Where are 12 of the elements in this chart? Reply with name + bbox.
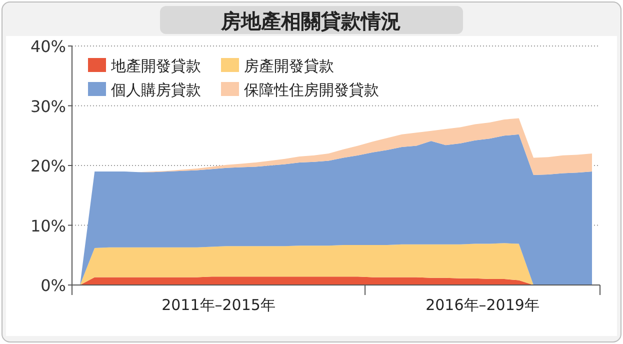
y-tick-label: 0% — [40, 276, 66, 295]
y-tick-label: 10% — [30, 216, 66, 236]
chart-title: 房地產相關貸款情況 — [220, 9, 401, 33]
text: 2011年–2015年 — [162, 296, 276, 314]
legend-label: 保障性住房開發貸款 — [244, 81, 379, 99]
y-tick-label: 40% — [30, 37, 66, 56]
legend-label: 個人購房貸款 — [111, 81, 201, 99]
text: 2016年–2019年 — [426, 296, 540, 314]
y-tick-label: 30% — [30, 96, 66, 116]
y-tick-label: 20% — [30, 156, 66, 176]
legend-label: 房產開發貸款 — [244, 57, 334, 75]
legend-label: 地產開發貸款 — [110, 57, 201, 75]
